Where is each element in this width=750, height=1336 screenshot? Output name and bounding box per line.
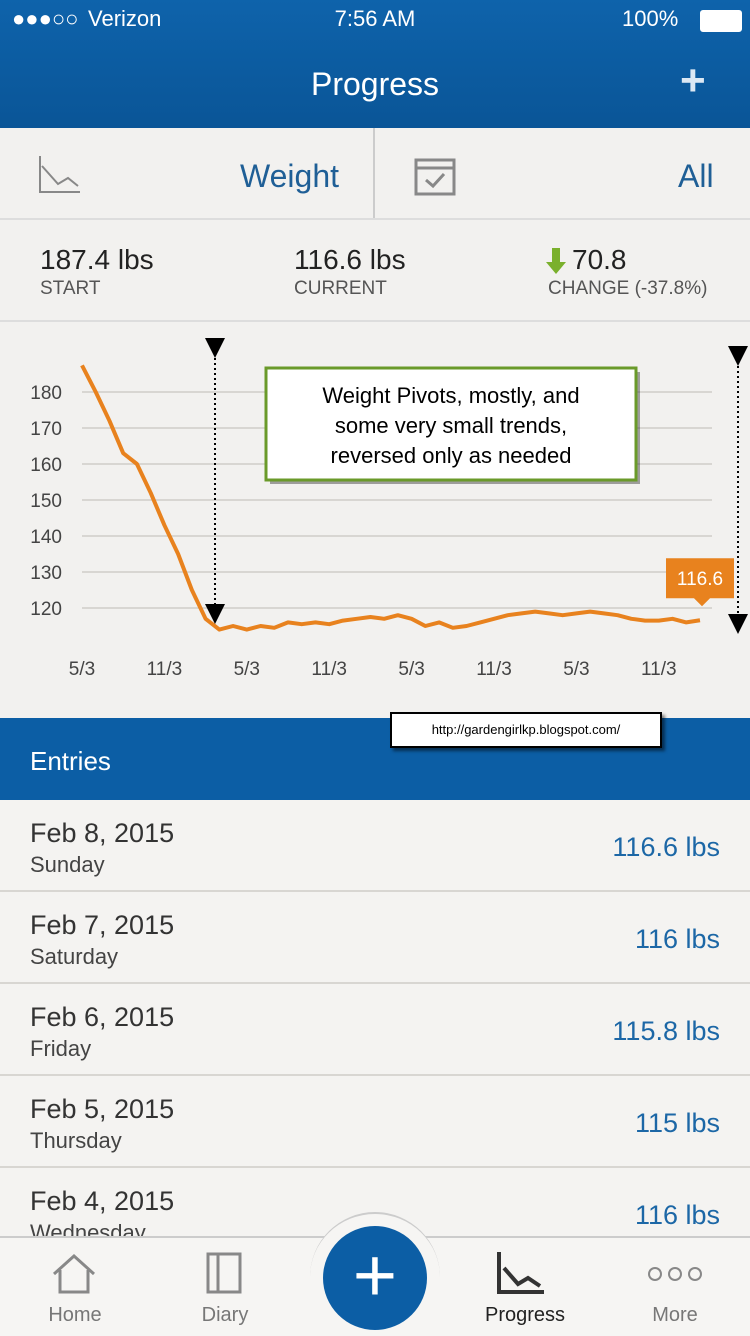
down-arrow	[546, 248, 566, 274]
y-tick-label: 130	[30, 563, 62, 584]
value-label: 116.6	[677, 569, 723, 590]
tab-progress[interactable]: Progress	[484, 1304, 566, 1326]
divider	[373, 128, 375, 218]
entry-weight: 115.8 lbs	[612, 1016, 720, 1046]
x-tick-label: 5/3	[563, 659, 589, 680]
carrier: Verizon	[88, 6, 162, 31]
x-tick-label: 11/3	[147, 659, 183, 680]
entry-weekday: Sunday	[30, 852, 105, 877]
change-value: 70.8	[572, 244, 627, 275]
annotation-text: reversed only as needed	[331, 443, 572, 468]
y-tick-label: 120	[30, 599, 62, 620]
diary-icon	[206, 1252, 242, 1294]
quick-add-button[interactable]: +	[323, 1226, 427, 1330]
change-label: CHANGE (-37.8%)	[548, 278, 708, 299]
add-button[interactable]: +	[680, 56, 706, 105]
chart-icon	[39, 156, 80, 193]
entry-date: Feb 8, 2015	[30, 818, 175, 848]
x-tick-label: 5/3	[69, 659, 95, 680]
y-tick-label: 180	[30, 383, 62, 404]
calendar-icon	[414, 158, 456, 196]
x-tick-label: 11/3	[476, 659, 512, 680]
weight-chart: 120 130 140 150 160 170 180 5/3 11/3 5/3 11/3 5/3 11…	[30, 338, 748, 680]
tab-more[interactable]: More	[652, 1304, 698, 1326]
battery-level: 100%	[622, 6, 679, 31]
clock: 7:56 AM	[334, 6, 416, 31]
start-label: START	[40, 278, 101, 299]
x-tick-label: 11/3	[641, 659, 677, 680]
y-tick-label: 170	[30, 419, 62, 440]
current-value: 116.6 lbs	[294, 244, 406, 275]
entry-date: Feb 4, 2015	[30, 1186, 175, 1216]
entry-date: Feb 6, 2015	[30, 1002, 175, 1032]
screen-title: Progress	[310, 66, 440, 102]
y-tick-label: 150	[30, 491, 62, 512]
entry-weekday: Saturday	[30, 944, 119, 969]
entry-row[interactable]: Feb 5, 2015 Thursday 115 lbs	[0, 1076, 750, 1168]
value-callout	[666, 558, 734, 607]
top-bar: ●●●○○ Verizon 7:56 AM 100% Progress +	[0, 0, 750, 128]
entry-weight: 116 lbs	[634, 1200, 720, 1230]
entry-weekday: Friday	[30, 1036, 92, 1061]
home-icon	[52, 1253, 96, 1294]
more-icon	[648, 1267, 702, 1281]
start-value: 187.4 lbs	[40, 244, 154, 275]
x-tick-label: 5/3	[234, 659, 260, 680]
entry-row[interactable]: Feb 8, 2015 Sunday 116.6 lbs	[0, 800, 750, 892]
signal: ●●●○○	[12, 6, 79, 31]
range-selector[interactable]: All	[678, 158, 714, 194]
entry-weight: 116.6 lbs	[612, 832, 720, 862]
x-tick-label: 11/3	[311, 659, 347, 680]
tab-home[interactable]: Home	[48, 1304, 102, 1326]
entry-weight: 116 lbs	[634, 924, 720, 954]
entry-date: Feb 7, 2015	[30, 910, 175, 940]
annotation-text: Weight Pivots, mostly, and	[322, 383, 579, 408]
battery-icon	[700, 10, 742, 32]
annotation-box	[264, 366, 638, 482]
entry-row[interactable]: Feb 6, 2015 Friday 115.8 lbs	[0, 984, 750, 1076]
entry-weight: 115 lbs	[634, 1108, 720, 1138]
entries-title: Entries	[30, 746, 111, 776]
annotation-text: some very small trends,	[335, 413, 567, 438]
x-tick-label: 5/3	[398, 659, 424, 680]
metric-selector[interactable]: Weight	[240, 158, 340, 194]
weight-line	[80, 364, 701, 632]
y-tick-label: 140	[30, 527, 62, 548]
stats-row: 187.4 lbs START 116.6 lbs CURRENT 70.8 C…	[0, 220, 750, 322]
entry-weekday: Thursday	[30, 1128, 122, 1153]
current-label: CURRENT	[294, 278, 387, 299]
watermark: http://gardengirlkp.blogspot.com/	[390, 712, 662, 748]
entry-row[interactable]: Feb 7, 2015 Saturday 116 lbs	[0, 892, 750, 984]
entry-date: Feb 5, 2015	[30, 1094, 175, 1124]
y-tick-label: 160	[30, 455, 62, 476]
selector-row: Weight All	[0, 128, 750, 220]
tab-diary[interactable]: Diary	[201, 1304, 249, 1326]
progress-icon	[497, 1252, 544, 1294]
